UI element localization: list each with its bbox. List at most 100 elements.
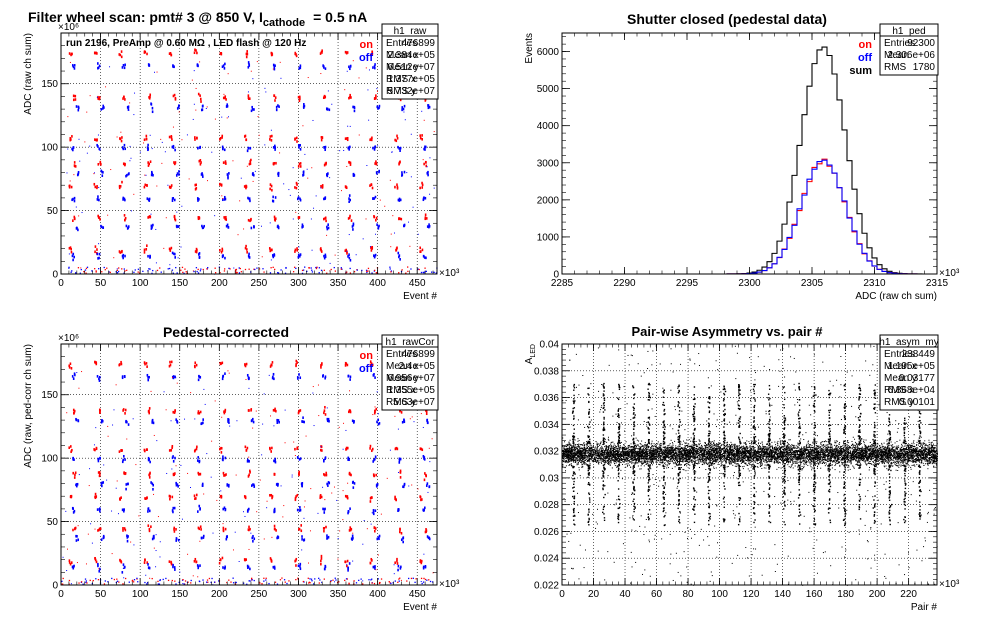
band-point (785, 440, 787, 442)
band-point (913, 460, 915, 462)
point-baseline (167, 268, 169, 270)
point-on (144, 558, 146, 561)
band-point (657, 441, 659, 443)
point-sparse (95, 427, 97, 429)
point-off (278, 105, 280, 108)
point-sparse (227, 116, 229, 118)
point-baseline (190, 579, 192, 582)
point-on (419, 186, 421, 190)
point-baseline (333, 266, 335, 269)
point-off (147, 563, 149, 566)
point-on (222, 161, 225, 164)
point-on (294, 447, 296, 451)
band-point (862, 451, 864, 453)
band-point (637, 458, 639, 460)
histogram-on (562, 158, 937, 275)
point-on (399, 98, 402, 102)
point-sparse (336, 499, 338, 501)
point-sparse (180, 246, 182, 248)
point-sparse (328, 109, 330, 111)
point-on (369, 360, 372, 363)
band-point (606, 446, 608, 448)
point-on (95, 51, 98, 55)
point-off (125, 174, 127, 178)
y-exponent: ×10⁶ (58, 22, 79, 33)
point-off (225, 537, 228, 541)
point-baseline (286, 582, 288, 585)
point-on (219, 249, 221, 252)
point-off (253, 537, 256, 541)
band-point (729, 457, 731, 459)
point-baseline (425, 270, 427, 273)
point-baseline (417, 268, 419, 270)
x-tick-label: 450 (409, 278, 426, 289)
point-off (198, 460, 201, 464)
point-on (350, 473, 352, 477)
point-on (119, 137, 121, 140)
point-baseline (80, 581, 83, 583)
band-point (701, 454, 703, 456)
point-sparse (429, 157, 431, 159)
point-on (369, 184, 371, 187)
point-off (297, 377, 299, 380)
point-sparse (216, 499, 218, 501)
band-point (752, 453, 754, 455)
point-off (97, 562, 99, 566)
band-point (790, 458, 792, 460)
point-on (71, 448, 73, 452)
point-off (98, 569, 101, 573)
stats-key: RMS (884, 62, 907, 73)
point-on (243, 135, 246, 138)
point-sparse (172, 126, 174, 128)
point-on (97, 214, 99, 218)
point-on (69, 184, 71, 188)
point-on (349, 214, 351, 218)
band-point (564, 460, 566, 462)
point-on (270, 450, 273, 453)
band-point (791, 444, 793, 446)
point-on (222, 529, 225, 533)
band-point (680, 441, 682, 443)
point-off (347, 510, 350, 513)
point-on (148, 529, 151, 533)
point-on (270, 139, 273, 142)
point-baseline (367, 270, 369, 272)
point-sparse (421, 110, 423, 112)
point-sparse (130, 541, 132, 543)
band-point (905, 456, 907, 458)
point-baseline (370, 579, 372, 581)
point-baseline (323, 578, 325, 580)
point-sparse (397, 471, 399, 473)
point-baseline (206, 268, 208, 270)
point-on (70, 561, 73, 564)
point-on (269, 183, 272, 186)
band-point (801, 446, 803, 448)
legend-sum: sum (849, 65, 872, 77)
point-off (372, 146, 374, 150)
point-on (121, 180, 123, 184)
band-point (796, 451, 798, 453)
point-sparse (211, 151, 213, 153)
point-off (299, 197, 301, 201)
point-baseline (377, 578, 379, 580)
point-baseline (284, 272, 287, 274)
point-sparse (134, 92, 136, 94)
point-baseline (421, 582, 423, 585)
band-point (768, 463, 770, 465)
point-sparse (78, 138, 80, 140)
band-point (632, 449, 634, 451)
band-point (848, 453, 850, 455)
point-sparse (263, 538, 265, 540)
point-baseline (226, 581, 228, 584)
point-off (301, 420, 303, 423)
point-sparse (156, 71, 158, 73)
point-baseline (356, 269, 358, 271)
band-point (826, 449, 828, 451)
point-off (77, 228, 79, 232)
point-baseline (405, 272, 407, 274)
point-off (299, 565, 301, 568)
point-off (127, 108, 130, 111)
point-baseline (277, 272, 279, 274)
y-tick-label: 0 (52, 581, 58, 592)
band-point (573, 453, 575, 455)
